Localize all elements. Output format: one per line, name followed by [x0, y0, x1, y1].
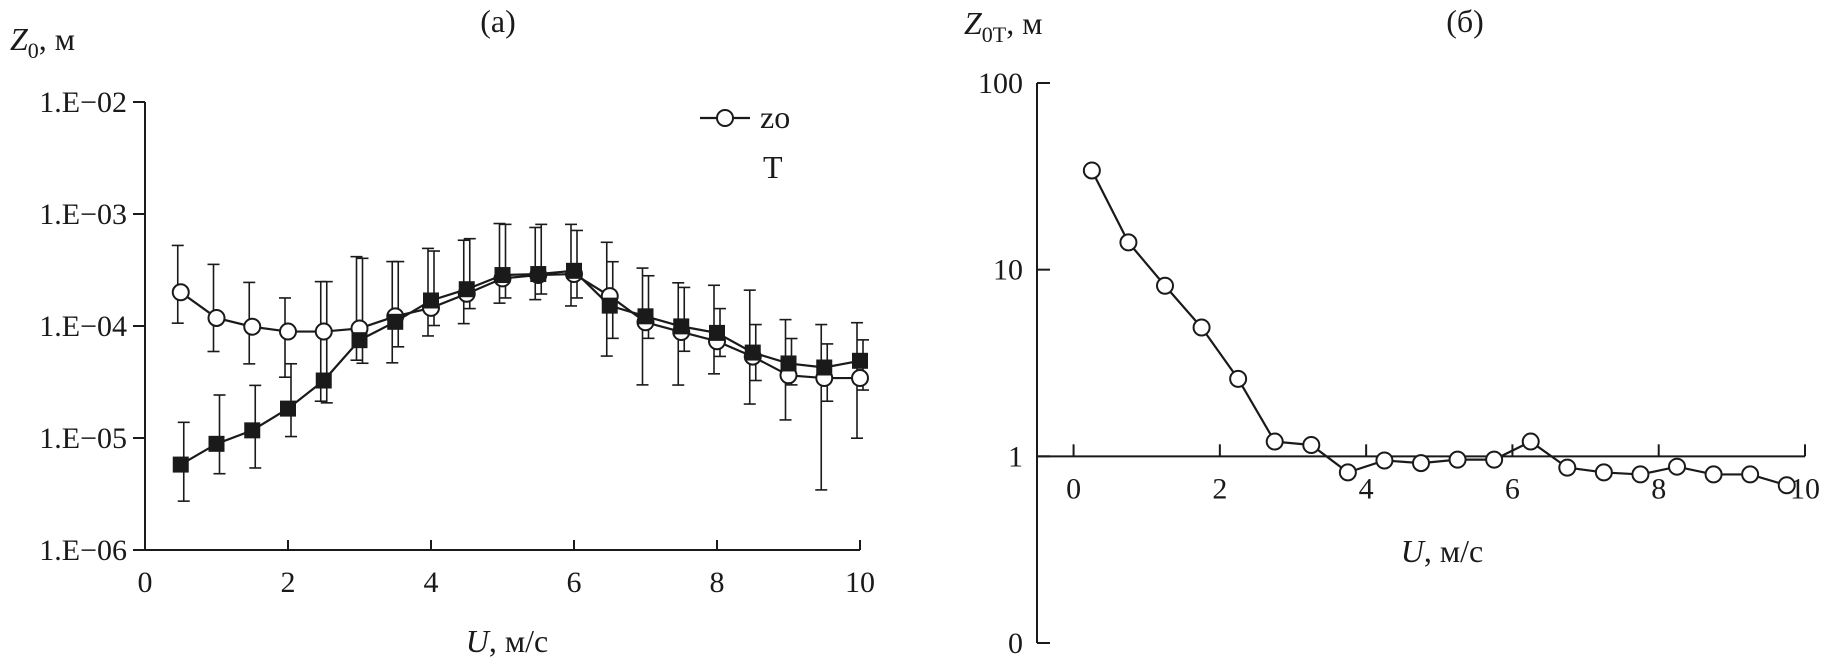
- series-line-t: [180, 269, 861, 466]
- data-point-z0t: [1156, 276, 1174, 295]
- data-point-t: [780, 355, 797, 372]
- data-point-z0t: [1631, 465, 1650, 484]
- panel-a-legend: zo T: [700, 99, 790, 185]
- data-point-t: [494, 267, 511, 284]
- panel-a-x-tick-label: 6: [567, 566, 582, 599]
- data-point-t: [673, 318, 690, 335]
- panel-b-y-tick-label: 1: [1008, 440, 1023, 473]
- data-point-t: [852, 352, 868, 369]
- data-point-z0t: [1082, 161, 1101, 180]
- panel-a-ylabel-sub: 0: [28, 38, 39, 63]
- panel-a-ylabel-var: Z: [10, 21, 29, 57]
- panel-b-markers: [1082, 161, 1796, 495]
- data-point-z0t: [1668, 457, 1686, 476]
- data-point-t: [280, 400, 296, 417]
- legend-zo-label: zo: [760, 99, 790, 135]
- data-point-z0t: [1192, 318, 1211, 337]
- data-point-zo: [171, 283, 190, 302]
- panel-a-x-tick-label: 4: [424, 566, 439, 599]
- data-point-z0t: [1229, 369, 1248, 388]
- data-point-t: [423, 292, 439, 309]
- data-point-z0t: [1594, 463, 1613, 482]
- data-point-z0t: [1485, 450, 1504, 469]
- data-point-z0t: [1558, 458, 1577, 477]
- panel-a-x-tick-label: 8: [710, 566, 725, 599]
- data-point-z0t: [1777, 476, 1796, 495]
- data-point-z0t: [1704, 465, 1723, 484]
- data-point-z0t: [1119, 233, 1138, 252]
- panel-b-xlabel-var: U: [1401, 533, 1426, 569]
- data-point-t: [816, 359, 833, 376]
- chart-panel-a: (а) Z0, м U, м/с 0 2 4 6 8 101.E−061.E−051.E−…: [10, 3, 875, 659]
- data-point-z0t: [1521, 432, 1540, 451]
- data-point-zo: [207, 308, 226, 327]
- panel-a-y-tick-label: 1.E−04: [39, 310, 127, 343]
- legend-t-label: T: [763, 149, 783, 185]
- data-point-t: [208, 435, 225, 452]
- data-point-t: [530, 266, 547, 283]
- panel-b-x-tick-label: 10: [1790, 472, 1820, 505]
- data-point-t: [566, 262, 582, 279]
- panel-b-y-tick-label: 0: [1008, 627, 1023, 660]
- panel-a-ylabel-unit: , м: [39, 21, 75, 57]
- legend-zo-marker: [716, 109, 734, 127]
- panel-b-xlabel: U, м/с: [1401, 533, 1483, 569]
- data-point-z0t: [1741, 465, 1760, 484]
- panel-b-xlabel-unit: , м/с: [1424, 533, 1483, 569]
- panel-b-label: (б): [1446, 3, 1484, 39]
- panel-b-x-tick-label: 4: [1359, 472, 1374, 505]
- chart-panel-b: (б) Z0T, м U, м/с 0 1 10 100 0 2 4 6 8 10: [964, 3, 1820, 660]
- panel-b-x-tick-label: 2: [1212, 472, 1227, 505]
- panel-a-label: (а): [480, 3, 516, 39]
- panel-b-ylabel-unit: , м: [1006, 5, 1042, 41]
- panel-b-ylabel-var: Z: [964, 5, 983, 41]
- panel-a-markers: [171, 262, 869, 473]
- data-point-t: [744, 344, 761, 361]
- data-point-t: [351, 332, 368, 349]
- panel-a-axes: 0 2 4 6 8 10 1.E−06 1.E−05 1.E−04 1.E−03 1.E−02: [39, 86, 875, 599]
- panel-a-xlabel: U, м/с: [466, 623, 548, 659]
- panel-b-y-tick-label: 100: [978, 67, 1023, 100]
- data-point-t: [387, 313, 404, 330]
- panel-a-x-tick-label: 2: [281, 566, 296, 599]
- panel-a-x-tick-label: 0: [138, 566, 153, 599]
- panel-a-series-lines: [180, 269, 861, 466]
- data-point-zo: [243, 317, 262, 336]
- panel-a-y-tick-label: 1.E−02: [39, 86, 127, 119]
- panel-b-x-tick-label: 8: [1651, 472, 1666, 505]
- data-point-zo: [314, 322, 333, 341]
- data-point-z0t: [1338, 463, 1357, 482]
- panel-b-ylabel: Z0T, м: [964, 5, 1043, 47]
- data-point-t: [172, 456, 189, 473]
- data-point-zo: [279, 322, 297, 341]
- data-point-zo: [851, 369, 869, 388]
- panel-a-ylabel: Z0, м: [10, 21, 75, 63]
- panel-b-ylabel-sub: 0T: [982, 22, 1007, 47]
- data-point-t: [244, 422, 261, 439]
- panel-a-xlabel-unit: , м/с: [489, 623, 548, 659]
- panel-a-xlabel-var: U: [466, 623, 491, 659]
- data-point-z0t: [1375, 451, 1394, 470]
- panel-a-y-tick-label: 1.E−06: [39, 534, 127, 567]
- panel-a-y-tick-label: 1.E−05: [39, 422, 127, 455]
- panel-b-y-tick-label: 10: [993, 254, 1023, 287]
- data-point-t: [458, 281, 475, 298]
- panel-a-x-tick-label: 10: [845, 566, 875, 599]
- data-point-t: [315, 372, 332, 389]
- data-point-z0t: [1302, 436, 1321, 455]
- data-point-z0t: [1265, 432, 1284, 451]
- panel-b-x-tick-label: 6: [1505, 472, 1520, 505]
- data-point-t: [637, 308, 654, 325]
- data-point-t: [601, 297, 618, 314]
- panel-a-error-bars: [171, 222, 869, 502]
- data-point-t: [709, 324, 725, 341]
- panel-b-x-tick-label: 0: [1066, 472, 1081, 505]
- data-point-z0t: [1448, 450, 1467, 469]
- data-point-z0t: [1412, 454, 1430, 473]
- panel-a-y-tick-label: 1.E−03: [39, 198, 127, 231]
- panel-b-axes: 0 1 10 100 0 2 4 6 8 10: [978, 67, 1820, 660]
